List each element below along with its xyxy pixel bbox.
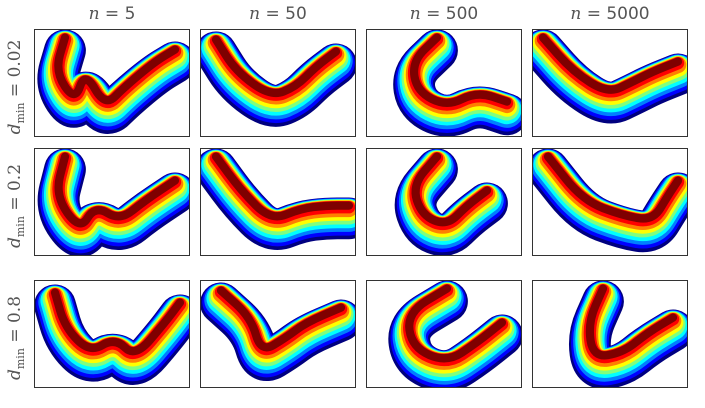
panel-r1-c0 [34, 148, 190, 256]
color-band-8 [211, 152, 354, 221]
color-band-8 [54, 33, 180, 105]
color-band-8 [410, 33, 512, 107]
panel-r1-c2 [366, 148, 522, 256]
embedding-plot [37, 149, 189, 255]
row-title-2: dmin = 0.8 [0, 276, 32, 400]
embedding-plot [393, 30, 521, 136]
panel-r0-c1 [200, 29, 356, 137]
embedding-plot [201, 31, 355, 127]
embedding-plot [201, 149, 355, 250]
panel-r2-c2 [366, 280, 522, 388]
column-title-3: n = 5000 [570, 4, 650, 24]
embedding-plot [35, 284, 189, 385]
color-band-8 [405, 284, 507, 363]
panel-r0-c0 [34, 29, 190, 137]
color-band-8 [216, 286, 346, 352]
color-band-8 [50, 288, 185, 356]
color-band-8 [543, 152, 683, 223]
row-title-text-0: dmin = 0.02 [4, 39, 28, 135]
color-band-8 [211, 35, 341, 98]
embedding-plot [388, 281, 521, 387]
row-title-text-1: dmin = 0.2 [4, 163, 28, 249]
embedding-plot [201, 282, 355, 381]
panel-r2-c3 [532, 280, 688, 388]
row-title-1: dmin = 0.2 [0, 144, 32, 268]
panel-r2-c0 [34, 280, 190, 388]
color-band-8 [538, 33, 683, 94]
panel-r0-c3 [532, 29, 688, 137]
row-title-text-2: dmin = 0.8 [4, 295, 28, 381]
column-title-0: n = 5 [88, 4, 136, 24]
row-title-0: dmin = 0.02 [0, 25, 32, 149]
column-title-2: n = 500 [409, 4, 479, 24]
panel-r0-c2 [366, 29, 522, 137]
panel-r2-c1 [200, 280, 356, 388]
panel-r1-c1 [200, 148, 356, 256]
color-band-8 [54, 152, 180, 228]
color-band-8 [411, 152, 492, 227]
embedding-plot [37, 30, 189, 134]
color-band-8 [585, 284, 678, 360]
column-title-1: n = 50 [249, 4, 307, 24]
panel-r1-c3 [532, 148, 688, 256]
embedding-plot [533, 30, 687, 124]
embedding-plot [394, 149, 508, 255]
embedding-plot [568, 281, 687, 387]
embedding-plot [533, 149, 687, 253]
